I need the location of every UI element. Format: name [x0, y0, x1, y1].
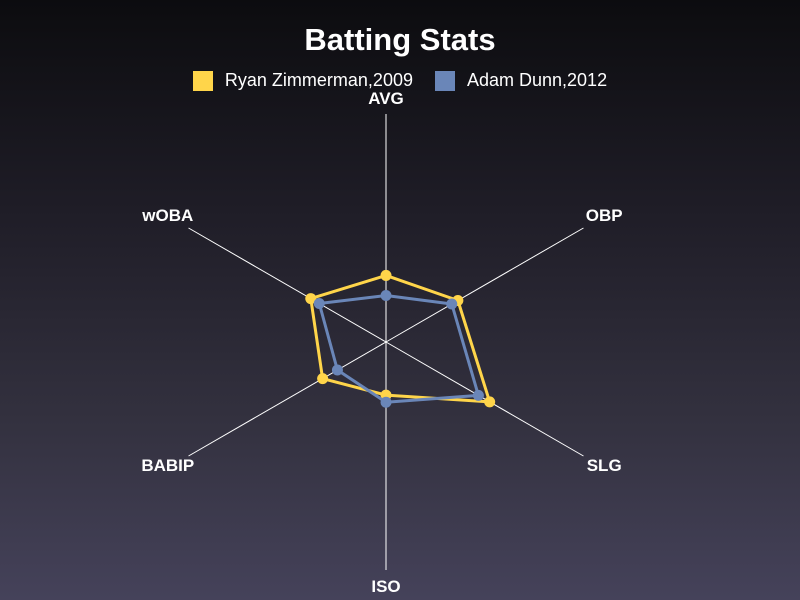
legend-label-series-1: Adam Dunn,2012 — [466, 70, 608, 90]
axis-line-woba — [188, 227, 387, 343]
data-point-series-1-avg — [380, 289, 392, 301]
axis-label-avg: AVG — [368, 89, 404, 108]
legend-item-series-0[interactable]: Ryan Zimmerman,2009 — [192, 70, 413, 91]
legend-label-series-0: Ryan Zimmerman,2009 — [224, 70, 413, 90]
data-point-series-1-woba — [313, 297, 325, 309]
data-point-series-0-slg — [484, 396, 496, 408]
data-point-series-0-babip — [317, 373, 329, 385]
axis-line-obp — [385, 227, 584, 343]
axis-line-slg — [385, 341, 584, 457]
data-point-series-0-avg — [380, 269, 392, 281]
data-point-series-1-slg — [472, 389, 484, 401]
data-point-series-1-obp — [446, 298, 458, 310]
axis-label-babip: BABIP — [141, 456, 194, 475]
legend-swatch-series-0 — [192, 70, 213, 91]
data-point-series-0-woba — [305, 293, 317, 305]
data-point-series-1-babip — [331, 364, 343, 376]
axis-label-woba: wOBA — [141, 206, 193, 225]
axis-line-babip — [188, 341, 387, 457]
legend-item-series-1[interactable]: Adam Dunn,2012 — [434, 70, 608, 91]
axis-label-iso: ISO — [371, 577, 400, 596]
legend: Ryan Zimmerman,2009 Adam Dunn,2012 — [0, 70, 800, 91]
legend-swatch-series-1 — [434, 70, 455, 91]
axis-label-slg: SLG — [587, 456, 622, 475]
chart-title: Batting Stats — [304, 22, 496, 57]
data-point-series-1-iso — [380, 396, 392, 408]
axis-label-obp: OBP — [586, 206, 623, 225]
